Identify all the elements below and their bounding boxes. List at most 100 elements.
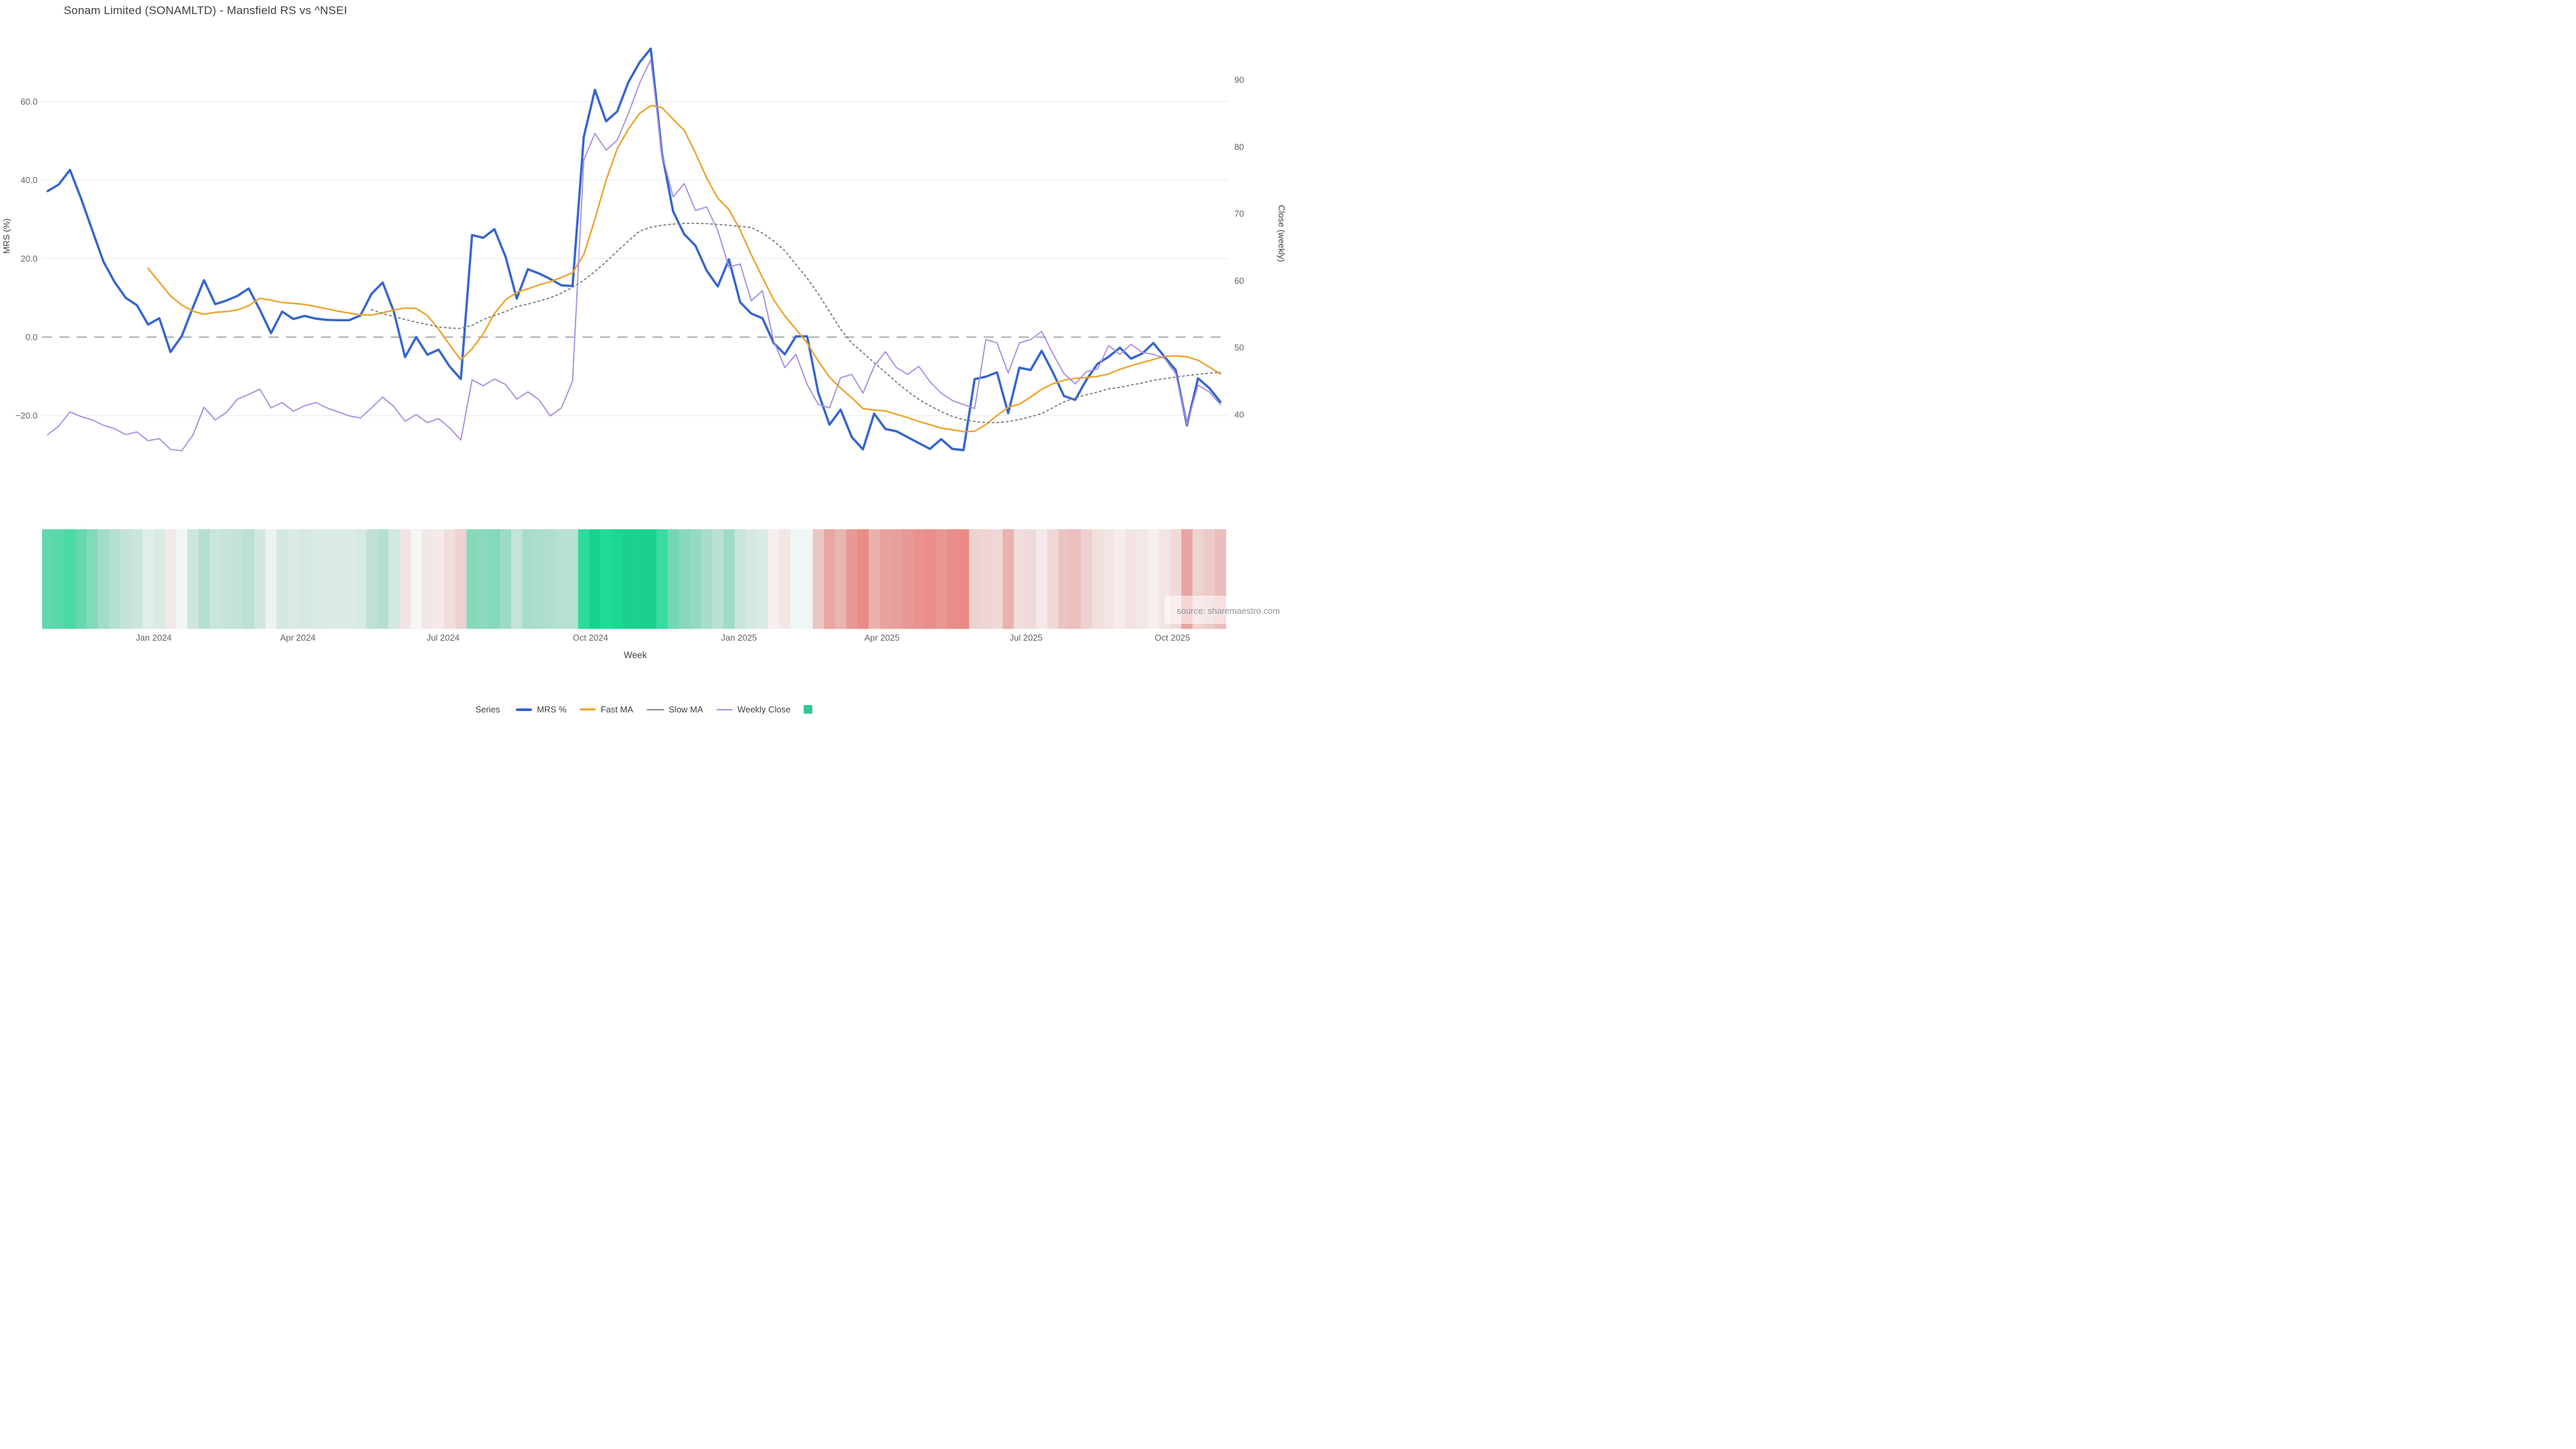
- heatmap-band: [824, 529, 836, 629]
- heatmap-band: [957, 529, 969, 629]
- y-left-tick-label: 40.0: [21, 175, 38, 185]
- heatmap-band: [411, 529, 423, 629]
- heatmap-square-swatch-icon: [804, 705, 813, 714]
- heatmap-band: [723, 529, 735, 629]
- weekly-close-line-swatch-icon: [716, 708, 733, 710]
- x-tick-label: Jan 2025: [721, 633, 757, 643]
- y-left-tick-label: 20.0: [21, 254, 38, 264]
- heatmap-band: [656, 529, 668, 629]
- heatmap-band: [120, 529, 132, 629]
- legend-item-slow-ma[interactable]: Slow MA: [646, 704, 704, 714]
- series-line-weekly-close: [47, 59, 1222, 451]
- heatmap-band: [243, 529, 255, 629]
- heatmap-band: [254, 529, 266, 629]
- gridlines: [42, 101, 1228, 417]
- chart-title: Sonam Limited (SONAMLTD) - Mansfield RS …: [64, 4, 347, 17]
- heatmap-band: [924, 529, 936, 629]
- heatmap-band: [366, 529, 378, 629]
- heatmap-band: [1014, 529, 1026, 629]
- heatmap-band: [1136, 529, 1148, 629]
- heatmap-band: [935, 529, 947, 629]
- heatmap-band: [154, 529, 166, 629]
- x-axis-title: Week: [624, 650, 647, 660]
- heatmap-band: [690, 529, 702, 629]
- heatmap-band: [522, 529, 534, 629]
- heatmap-band: [354, 529, 366, 629]
- legend: Series MRS % Fast MA Slow MA Weekly Clos…: [0, 704, 1288, 714]
- legend-item-heatmap[interactable]: [804, 705, 813, 714]
- chart-page: Sonam Limited (SONAMLTD) - Mansfield RS …: [0, 0, 1288, 724]
- y-right-tick-label: 70: [1234, 209, 1244, 219]
- heatmap-band: [857, 529, 869, 629]
- heatmap-band: [444, 529, 456, 629]
- heatmap-band: [1024, 529, 1036, 629]
- y-right-tick-label: 40: [1234, 410, 1244, 420]
- heatmap-band: [701, 529, 712, 629]
- heatmap-band: [578, 529, 590, 629]
- heatmap-band: [835, 529, 847, 629]
- x-tick-label: Jan 2024: [136, 633, 172, 643]
- heatmap-band: [544, 529, 556, 629]
- heatmap-band: [42, 529, 54, 629]
- heatmap-band: [388, 529, 400, 629]
- heatmap-band: [377, 529, 389, 629]
- y-axis-left-ticks: 60.0 40.0 20.0 0.0 −20.0: [15, 97, 38, 421]
- heatmap-band: [868, 529, 880, 629]
- heatmap-band: [779, 529, 791, 629]
- heatmap-band: [1125, 529, 1137, 629]
- heatmap-band: [511, 529, 523, 629]
- x-tick-label: Jul 2025: [1010, 633, 1042, 643]
- heatmap-band: [164, 529, 176, 629]
- legend-item-label: Slow MA: [668, 704, 704, 714]
- heatmap-band: [533, 529, 545, 629]
- heatmap-band: [287, 529, 299, 629]
- heatmap-band: [64, 529, 76, 629]
- heatmap-band: [500, 529, 512, 629]
- heatmap-band: [991, 529, 1003, 629]
- heatmap-band: [276, 529, 288, 629]
- series-line-mrs-: [46, 47, 1222, 451]
- x-tick-label: Oct 2025: [1155, 633, 1190, 643]
- heatmap-band: [879, 529, 892, 629]
- heatmap-band: [321, 529, 333, 629]
- heatmap-band: [567, 529, 579, 629]
- heatmap-band: [142, 529, 154, 629]
- heatmap-band: [310, 529, 322, 629]
- heatmap-band: [299, 529, 311, 629]
- legend-item-mrs[interactable]: MRS %: [516, 704, 566, 714]
- x-tick-label: Apr 2025: [864, 633, 900, 643]
- heatmap-band: [421, 529, 433, 629]
- series-lines: [46, 47, 1222, 451]
- y-left-tick-label: 0.0: [25, 332, 38, 342]
- x-axis-ticks: Jan 2024 Apr 2024 Jul 2024 Oct 2024 Jan 2025…: [136, 633, 1190, 643]
- legend-item-label: Weekly Close: [737, 704, 791, 714]
- heatmap-band: [667, 529, 680, 629]
- heatmap-band: [600, 529, 612, 629]
- heatmap-band: [1002, 529, 1014, 629]
- legend-item-fast-ma[interactable]: Fast MA: [580, 704, 633, 714]
- heatmap-band: [53, 529, 65, 629]
- heatmap-band: [1036, 529, 1048, 629]
- heatmap-band: [97, 529, 109, 629]
- heatmap-band: [790, 529, 802, 629]
- heatmap-band: [745, 529, 757, 629]
- heatmap-band: [455, 529, 467, 629]
- heatmap-band: [611, 529, 623, 629]
- heatmap-strip: [42, 529, 1226, 629]
- heatmap-band: [433, 529, 445, 629]
- heatmap-band: [176, 529, 188, 629]
- x-tick-label: Apr 2024: [280, 633, 316, 643]
- legend-item-weekly-close[interactable]: Weekly Close: [716, 704, 790, 714]
- heatmap-band: [969, 529, 981, 629]
- y-right-tick-label: 80: [1234, 142, 1244, 152]
- heatmap-band: [343, 529, 356, 629]
- chart-canvas: 60.0 40.0 20.0 0.0 −20.0 90 80 70 60 50 40 Jan 20…: [1, 47, 1287, 660]
- heatmap-band: [902, 529, 914, 629]
- heatmap-band: [1103, 529, 1115, 629]
- heatmap-band: [678, 529, 690, 629]
- y-axis-left-title: MRS (%): [1, 219, 11, 254]
- legend-title: Series: [475, 704, 500, 714]
- heatmap-band: [980, 529, 992, 629]
- heatmap-band: [757, 529, 769, 629]
- heatmap-band: [891, 529, 903, 629]
